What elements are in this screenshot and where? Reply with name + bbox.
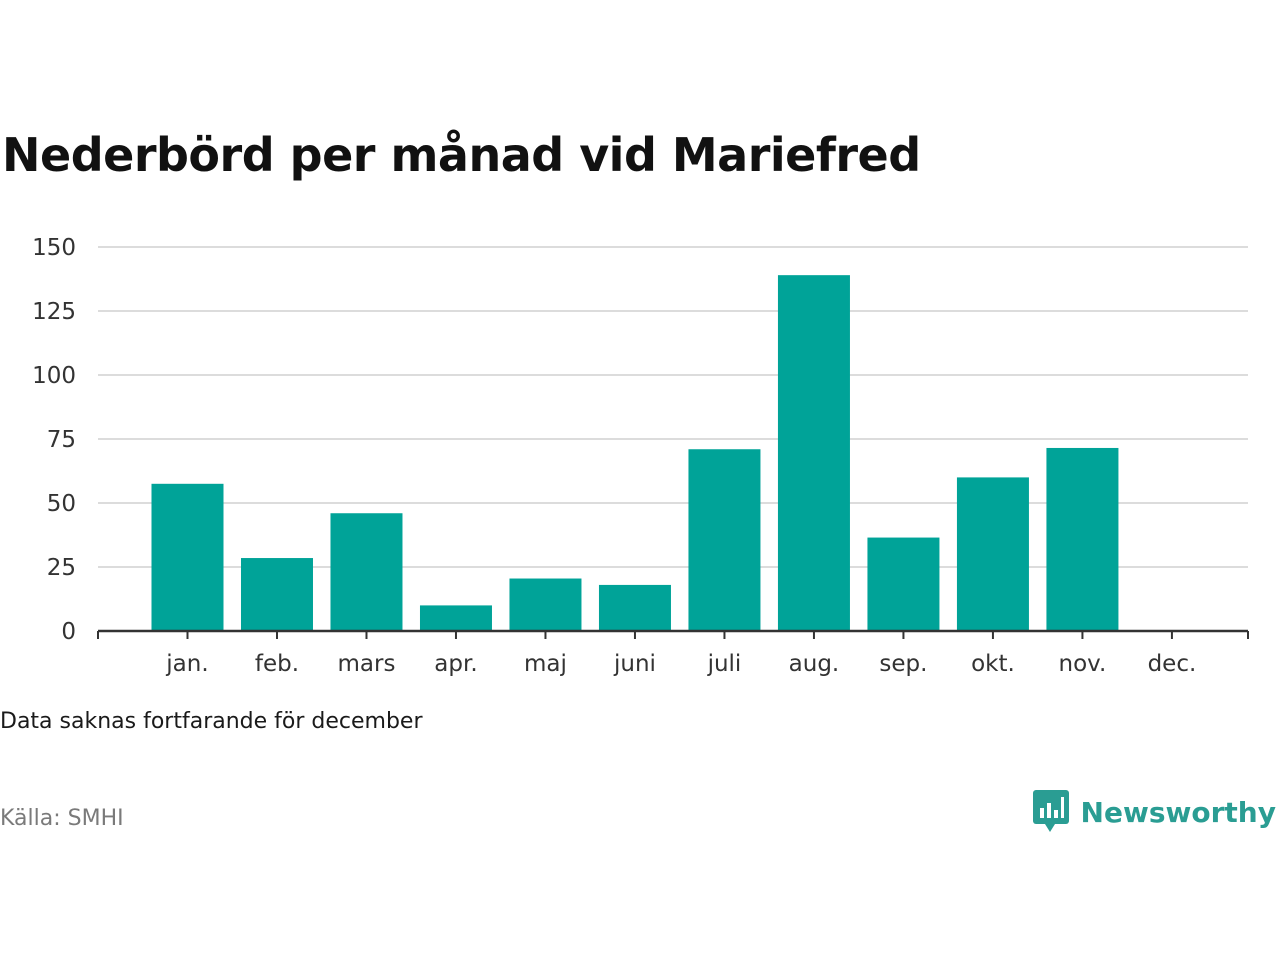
y-tick-label: 50 <box>47 491 76 517</box>
x-tick-label: apr. <box>434 651 477 677</box>
data-note: Data saknas fortfarande för december <box>0 709 423 734</box>
bar-4 <box>509 578 582 631</box>
x-tick-label: mars <box>338 651 396 677</box>
bar-6 <box>688 449 761 631</box>
x-tick-label: maj <box>524 651 567 677</box>
x-tick-label: okt. <box>971 651 1015 677</box>
brand-logo: Newsworthy <box>1032 790 1276 834</box>
bars <box>151 275 1119 631</box>
x-tick-label: jan. <box>165 651 208 677</box>
brand-name: Newsworthy <box>1080 795 1276 829</box>
x-tick-label: juni <box>613 651 656 677</box>
chart-title: Nederbörd per månad vid Mariefred <box>2 128 921 182</box>
y-tick-label: 100 <box>32 363 76 389</box>
x-axis-ticks: jan. feb. mars apr. maj juni juli aug. sep. okt. n… <box>165 631 1196 677</box>
bar-1 <box>240 558 313 631</box>
bar-5 <box>598 584 671 631</box>
x-tick-label: nov. <box>1059 651 1107 677</box>
source-label: Källa: SMHI <box>0 806 124 831</box>
x-tick-label: juli <box>707 651 742 677</box>
y-tick-label: 150 <box>32 235 76 261</box>
bar-2 <box>330 513 403 631</box>
y-tick-label: 0 <box>61 619 76 645</box>
bar-8 <box>867 537 940 631</box>
x-tick-label: feb. <box>255 651 299 677</box>
bar-0 <box>151 483 224 631</box>
bar-7 <box>777 275 850 631</box>
bar-10 <box>1046 447 1119 631</box>
x-tick-label: sep. <box>879 651 927 677</box>
y-tick-label: 125 <box>32 299 76 325</box>
newsworthy-logo-icon <box>1032 790 1069 832</box>
bar-chart: 0 25 50 75 100 125 150 jan. feb. mars apr. maj juni… <box>32 235 1249 677</box>
x-tick-label: dec. <box>1148 651 1197 677</box>
y-tick-label: 75 <box>47 427 76 453</box>
x-axis <box>97 629 1249 639</box>
x-tick-label: aug. <box>789 651 840 677</box>
bar-9 <box>956 477 1029 631</box>
y-tick-label: 25 <box>47 555 76 581</box>
bar-3 <box>419 605 492 631</box>
y-axis-ticks: 0 25 50 75 100 125 150 <box>32 235 76 645</box>
